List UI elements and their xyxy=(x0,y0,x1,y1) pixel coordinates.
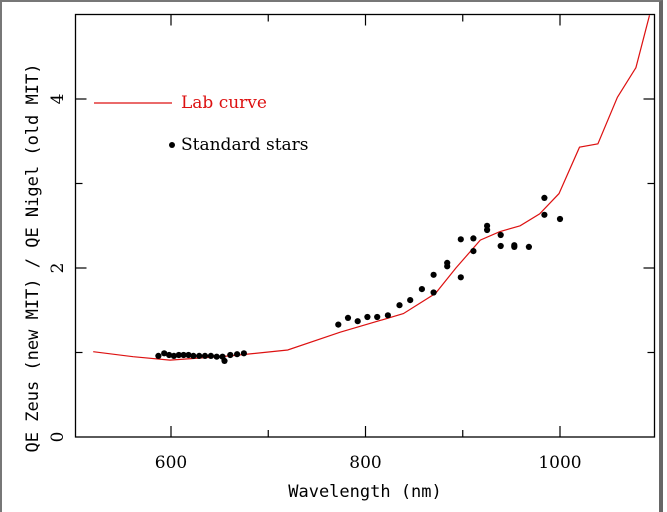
standard-star-point xyxy=(190,352,197,359)
standard-star-point xyxy=(541,194,548,201)
standard-star-point xyxy=(335,321,342,328)
standard-star-point xyxy=(234,351,241,358)
standard-star-point xyxy=(166,351,173,359)
standard-star-point xyxy=(227,351,234,359)
standard-star-point xyxy=(221,357,228,364)
standard-star-point xyxy=(185,351,192,359)
standard-star-point xyxy=(175,351,182,359)
y-tick-label: 0 xyxy=(48,432,68,443)
standard-star-point xyxy=(240,350,247,357)
legend-standard-stars-marker xyxy=(169,142,175,148)
legend-standard-stars-label: Standard stars xyxy=(181,135,309,155)
standard-star-point xyxy=(525,243,533,250)
standard-star-point xyxy=(457,274,464,281)
standard-star-point xyxy=(430,271,437,278)
standard-star-point xyxy=(374,313,381,321)
standard-star-point xyxy=(384,312,391,319)
x-tick-label: 600 xyxy=(155,453,187,473)
standard-star-point xyxy=(430,289,437,296)
standard-star-point xyxy=(155,352,162,359)
standard-star-point xyxy=(170,352,177,359)
standard-star-point xyxy=(511,243,518,250)
standard-star-point xyxy=(213,353,220,360)
standard-star-point xyxy=(344,314,352,321)
y-axis-title: QE Zeus (new MIT) / QE Nigel (old MIT) xyxy=(23,64,43,453)
standard-star-point xyxy=(207,352,214,359)
axis-ticks xyxy=(75,14,655,437)
standard-star-point xyxy=(470,248,477,255)
standard-star-point xyxy=(444,263,451,270)
plot-area-border xyxy=(74,13,656,438)
standard-star-point xyxy=(470,235,477,242)
standard-star-point xyxy=(556,215,564,223)
standard-stars-series xyxy=(155,194,564,364)
x-axis-title: Wavelength (nm) xyxy=(288,482,442,502)
standard-star-point xyxy=(364,313,371,321)
standard-star-point xyxy=(484,226,491,234)
legend-lab-curve-label: Lab curve xyxy=(181,93,267,113)
standard-star-point xyxy=(541,211,548,218)
y-tick-label: 4 xyxy=(48,94,68,105)
lab-curve-line xyxy=(93,15,651,361)
standard-star-point xyxy=(497,231,504,239)
x-tick-labels: 600 800 1000 xyxy=(155,453,582,473)
standard-star-point xyxy=(180,351,187,359)
y-tick-labels: 0 2 4 xyxy=(48,94,68,443)
y-tick-label: 2 xyxy=(48,263,68,274)
standard-star-point xyxy=(457,236,464,243)
standard-star-point xyxy=(201,352,209,359)
standard-star-point xyxy=(418,286,425,293)
lab-curve-series xyxy=(93,15,651,361)
standard-star-point xyxy=(354,318,361,325)
x-tick-label: 1000 xyxy=(538,453,581,473)
standard-star-point xyxy=(407,297,414,304)
standard-star-point xyxy=(196,352,203,359)
standard-star-point xyxy=(497,242,504,250)
x-tick-label: 800 xyxy=(349,453,381,473)
standard-star-point xyxy=(161,350,168,357)
standard-star-point xyxy=(396,302,403,309)
